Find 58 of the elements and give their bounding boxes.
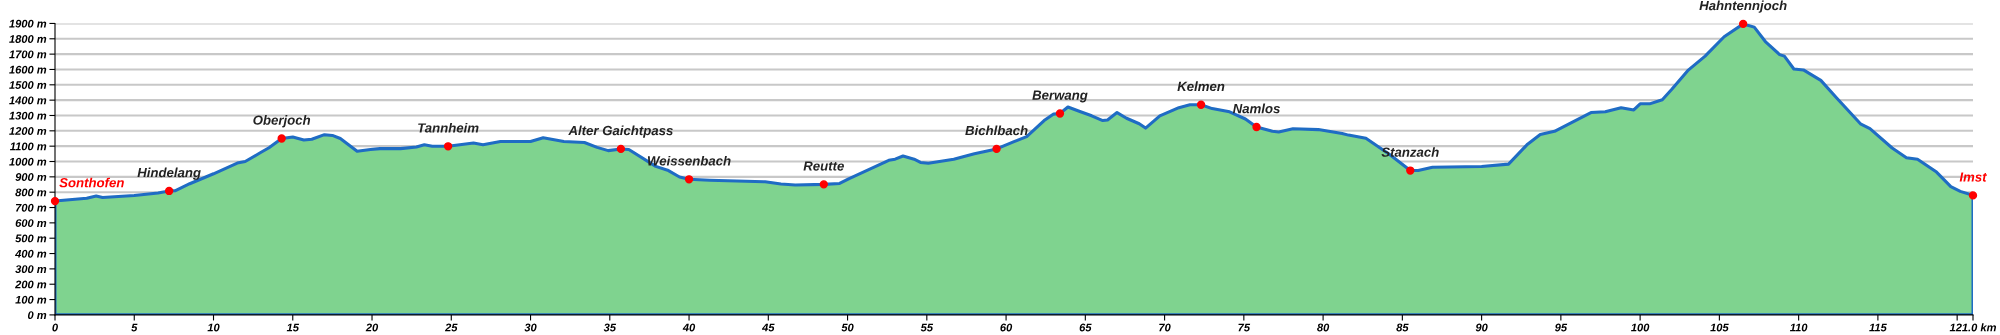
y-tick-label: 1500 m [9, 81, 47, 89]
x-tick-label: 50 [841, 323, 854, 332]
annotation: Hahntennjoch [1699, 0, 1787, 13]
annotation: Weissenbach [647, 155, 731, 166]
x-tick-label: 90 [1475, 323, 1488, 332]
annotation: Oberjoch [253, 115, 311, 128]
x-tick-label: 30 [524, 323, 537, 332]
y-tick-label: 100 m [15, 295, 47, 304]
x-tick-label: 5 [131, 323, 138, 332]
y-tick-label: 400 m [14, 249, 47, 258]
x-tick-label: 95 [1554, 323, 1568, 332]
y-tick-label: 900 m [15, 173, 47, 181]
x-tick-label: 65 [1079, 323, 1092, 332]
y-tick-label: 1300 m [9, 111, 47, 120]
y-tick-label: 0 m [27, 311, 47, 320]
annotation: Alter Gaichtpass [568, 125, 673, 138]
y-tick-label: 1400 m [9, 96, 47, 105]
x-tick-label: 45 [761, 323, 775, 332]
x-tick-label: 75 [1238, 323, 1251, 332]
x-tick-label: 15 [286, 323, 300, 332]
y-tick-label: 1800 m [9, 35, 47, 43]
x-tick-label: 121.0 km [1949, 323, 1997, 332]
annotation: Sonthofen [59, 177, 124, 188]
x-tick-label: 85 [1396, 323, 1409, 332]
y-tick-label: 200 m [14, 280, 47, 289]
x-tick-label: 25 [444, 323, 458, 332]
y-tick-label: 600 m [15, 219, 47, 227]
y-tick-label: 1700 m [9, 50, 47, 59]
annotation: Berwang [1032, 90, 1088, 103]
y-tick-label: 800 m [15, 188, 47, 197]
x-tick-label: 55 [920, 323, 934, 332]
x-tick-label: 0 [52, 323, 58, 332]
annotation: Reutte [803, 161, 844, 171]
annotation: Bichlbach [965, 125, 1028, 136]
y-tick-label: 1200 m [9, 127, 47, 135]
annotation: Namlos [1232, 103, 1280, 114]
x-tick-label: 100 [1631, 323, 1650, 332]
annotation: Imst [1959, 172, 1988, 182]
x-tick-label: 40 [682, 323, 696, 332]
x-tick-label: 60 [1000, 323, 1013, 332]
y-tick-label: 1100 m [9, 142, 47, 151]
x-tick-label: 20 [365, 323, 379, 332]
y-tick-label: 1000 m [9, 157, 47, 166]
y-tick-label: 700 m [15, 203, 47, 212]
y-tick-label: 300 m [15, 265, 47, 274]
y-tick-label: 1600 m [9, 65, 47, 74]
annotation: Kelmen [1177, 81, 1225, 92]
x-tick-label: 80 [1317, 323, 1330, 332]
x-tick-label: 105 [1710, 323, 1729, 332]
annotation: Tannheim [418, 122, 479, 133]
y-tick-label: 500 m [15, 234, 47, 243]
x-tick-label: 70 [1159, 323, 1171, 332]
x-tick-label: 110 [1789, 323, 1808, 332]
y-tick-label: 1900 m [9, 19, 47, 28]
x-tick-label: 10 [207, 323, 220, 332]
annotation: Hindelang [137, 167, 201, 180]
x-tick-label: 115 [1869, 323, 1887, 332]
x-tick-label: 35 [603, 323, 617, 332]
